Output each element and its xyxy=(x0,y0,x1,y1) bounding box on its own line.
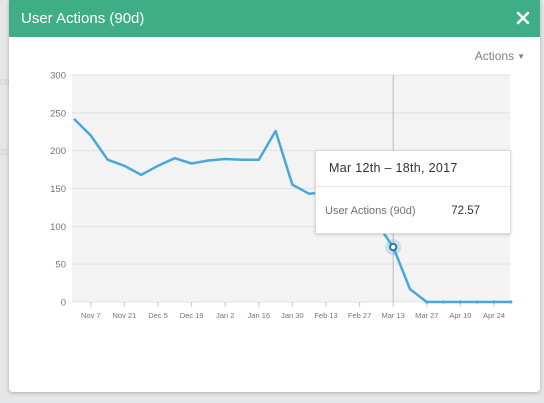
modal-title: User Actions (90d) xyxy=(21,10,145,27)
y-tick-label: 250 xyxy=(50,108,66,119)
chart-modal: User Actions (90d) Actions ▼ 0 50 100 150 200… xyxy=(9,0,540,392)
y-tick-label: 50 xyxy=(55,260,66,271)
caret-down-icon: ▼ xyxy=(517,52,525,61)
y-tick-label: 300 xyxy=(50,71,66,82)
y-tick-label: 200 xyxy=(50,146,66,157)
y-tick-label: 100 xyxy=(50,222,66,233)
x-axis: Nov 7 Nov 21 Dec 5 Dec 19 Jan 2 Jan 16 Jan 30 F… xyxy=(81,302,505,320)
x-tick-label: Jan 2 xyxy=(216,311,234,320)
x-tick-label: Dec 19 xyxy=(180,311,204,320)
actions-dropdown[interactable]: Actions ▼ xyxy=(475,49,525,63)
data-point xyxy=(509,300,513,304)
background-text: 20 xyxy=(0,148,9,157)
x-tick-label: Dec 5 xyxy=(148,311,168,320)
y-tick-label: 150 xyxy=(50,184,66,195)
tooltip-value: 72.57 xyxy=(451,205,480,217)
x-tick-label: Mar 13 xyxy=(382,311,405,320)
x-tick-label: Mar 27 xyxy=(415,311,438,320)
x-tick-label: Apr 10 xyxy=(449,311,471,320)
actions-label: Actions xyxy=(474,49,515,63)
x-tick-label: Nov 21 xyxy=(113,311,137,320)
tooltip: Mar 12th – 18th, 2017 User Actions (90d)… xyxy=(315,150,511,234)
x-tick-label: Feb 27 xyxy=(348,311,371,320)
background-text: 00 xyxy=(0,78,9,87)
x-tick-label: Apr 24 xyxy=(483,311,505,320)
data-point xyxy=(475,300,479,304)
data-point xyxy=(425,300,429,304)
series-points xyxy=(73,118,513,304)
hover-marker xyxy=(385,239,402,256)
x-tick-label: Feb 13 xyxy=(314,311,337,320)
x-tick-label: Jan 30 xyxy=(281,311,304,320)
x-tick-label: Nov 7 xyxy=(81,311,101,320)
tooltip-series-label: User Actions (90d) xyxy=(325,205,416,217)
x-tick-label: Jan 16 xyxy=(248,311,271,320)
y-axis: 0 50 100 150 200 250 300 xyxy=(50,71,66,309)
modal-header: User Actions (90d) xyxy=(9,0,540,37)
tooltip-row: User Actions (90d) 72.57 xyxy=(316,187,510,232)
y-tick-label: 0 xyxy=(61,298,66,309)
data-point xyxy=(458,300,462,304)
close-icon[interactable] xyxy=(512,7,534,29)
tooltip-header: Mar 12th – 18th, 2017 xyxy=(316,151,510,187)
data-point xyxy=(442,300,446,304)
hover-point xyxy=(389,242,398,252)
data-point xyxy=(492,300,496,304)
